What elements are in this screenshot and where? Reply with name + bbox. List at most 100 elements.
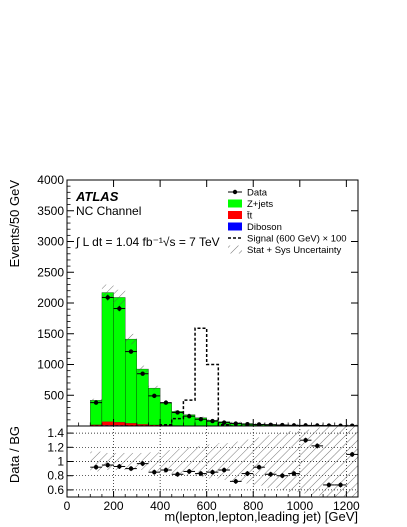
ratio-y-tick-label: 1 [57,455,64,469]
ratio-point [221,467,227,473]
ratio-point [326,482,332,488]
x-tick-label: 400 [150,499,170,513]
channel-label: NC Channel [76,204,141,218]
data-point [280,422,285,426]
legend-swatch [228,199,242,208]
signal-histogram-layer [90,327,358,426]
data-point [175,410,180,415]
uncertainty-band [101,284,114,301]
ratio-uncertainty-band [125,452,137,471]
x-tick-label: 1200 [333,499,360,513]
x-tick-label: 600 [197,499,217,513]
ratio-uncertainty-band [323,426,335,497]
ratio-point [163,467,169,473]
ratio-uncertainty-band [160,450,172,473]
data-point [117,306,122,311]
ratio-axis-ticks: 0.60.811.21.4 0 200 400 600 800 1000 1200 [47,426,360,513]
uncertainty-band [125,333,137,345]
ratio-point [280,473,285,478]
ratio-y-tick-label: 0.8 [47,469,64,483]
ratio-point [245,471,250,476]
ratio-point [210,469,215,475]
ratio-uncertainty-band [253,437,265,486]
data-point [349,423,355,426]
ratio-uncertainty-band [113,452,126,471]
ratio-point [187,469,192,474]
data-point [268,422,273,426]
ratio-point [349,452,355,457]
data-point [93,400,99,405]
ratio-point [315,443,320,449]
legend-swatch [228,222,242,231]
x-tick-label: 800 [243,499,263,513]
ratio-point [233,479,238,484]
data-point [256,422,262,426]
ratio-uncertainty-band [218,443,230,480]
ratio-point [175,472,180,477]
ratio-y-tick-label: 0.6 [47,483,64,497]
data-point [163,400,169,405]
data-point [326,423,332,426]
y-tick-label: 4000 [37,173,64,187]
data-point [105,295,110,300]
data-point [140,371,145,376]
y-tick-label: 3000 [37,235,64,249]
data-point [315,423,320,426]
y-tick-label: 1500 [37,327,64,341]
zjets-bar [148,387,161,426]
ratio-point [128,466,134,471]
ratio-point [291,471,297,476]
ratio-uncertainty-band [206,444,219,479]
data-point [128,349,134,354]
x-tick-label: 200 [104,499,124,513]
main-ylabel: Events/50 GeV [7,180,22,268]
zjets-bar [136,368,149,425]
uncertainty-band [90,398,102,402]
legend-label: Stat + Sys Uncertainty [247,245,341,256]
zjets-bar [101,292,114,422]
ratio-point [93,464,99,470]
ratio-y-tick-label: 1.2 [47,440,64,454]
xlabel: m(lepton,lepton,leading jet) [GeV] [164,509,358,524]
uncertainty-band [148,385,161,391]
data-point [233,421,238,426]
data-point [291,423,297,426]
ratio-uncertainty-band [148,452,161,471]
ttbar-bar [113,422,126,426]
legend-label: Z+jets [247,199,273,210]
ratio-point [303,438,308,443]
main-axis-ticks: 500 1000 1500 2000 2500 3000 3500 4000 [37,173,358,426]
ratio-y-tick-label: 1.4 [47,426,64,440]
legend-marker [232,189,238,195]
ratio-uncertainty-band [241,439,254,484]
atlas-label: ATLAS [75,189,119,204]
lumi-label: ∫ L dt = 1.04 fb⁻¹√s = 7 TeV [75,235,220,249]
ttbar-bar [136,424,149,426]
ratio-uncertainty-band [171,448,184,475]
zjets-bar [159,403,172,426]
ratio-point [198,471,204,476]
y-tick-label: 1000 [37,358,64,372]
y-tick-label: 2500 [37,265,64,279]
ratio-point [152,469,157,475]
ratio-uncertainty-band [195,445,207,478]
ratio-uncertainty-band [288,430,300,493]
ratio-uncertainty-band [183,447,196,476]
data-point [187,413,192,419]
ratio-point [338,482,343,488]
ratio-uncertainty-band [299,429,312,494]
ttbar-bar [125,423,137,426]
legend-hatch [228,245,242,254]
legend-label: t̄t [246,211,252,222]
ratio-point [268,472,273,477]
ratio-uncertainty-band [101,452,114,471]
ratio-uncertainty-layer [90,426,358,497]
ttbar-bar [148,425,161,426]
legend-label: Data [247,188,268,199]
zjets-bar [113,297,126,423]
ratio-uncertainty-band [90,451,102,472]
uncertainty-band [113,289,126,306]
ratio-uncertainty-band [276,433,289,490]
legend-label: Diboson [247,222,282,233]
